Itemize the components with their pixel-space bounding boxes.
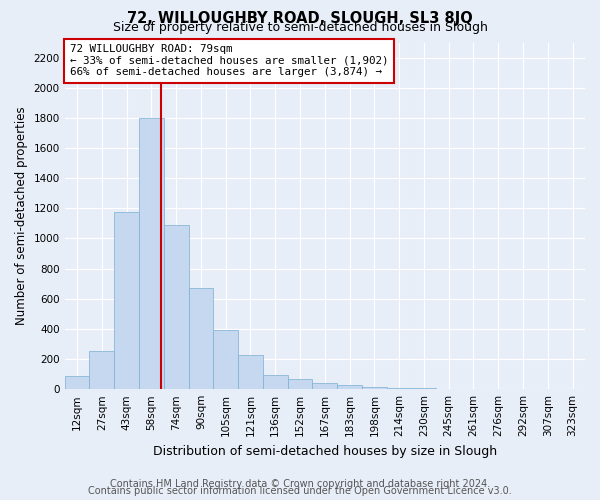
Bar — [65, 376, 89, 389]
Text: Contains public sector information licensed under the Open Government Licence v3: Contains public sector information licen… — [88, 486, 512, 496]
Bar — [164, 225, 188, 389]
Bar — [313, 383, 337, 389]
Bar — [238, 354, 263, 389]
Bar — [89, 352, 114, 389]
Bar — [263, 375, 287, 389]
Text: Size of property relative to semi-detached houses in Slough: Size of property relative to semi-detach… — [113, 21, 487, 34]
Text: Contains HM Land Registry data © Crown copyright and database right 2024.: Contains HM Land Registry data © Crown c… — [110, 479, 490, 489]
Bar — [362, 387, 387, 389]
Bar — [114, 212, 139, 389]
X-axis label: Distribution of semi-detached houses by size in Slough: Distribution of semi-detached houses by … — [153, 444, 497, 458]
Bar — [287, 378, 313, 389]
Text: 72, WILLOUGHBY ROAD, SLOUGH, SL3 8JQ: 72, WILLOUGHBY ROAD, SLOUGH, SL3 8JQ — [127, 11, 473, 26]
Bar — [412, 388, 436, 389]
Bar — [387, 388, 412, 389]
Bar — [214, 330, 238, 389]
Bar — [188, 288, 214, 389]
Y-axis label: Number of semi-detached properties: Number of semi-detached properties — [15, 106, 28, 325]
Text: 72 WILLOUGHBY ROAD: 79sqm
← 33% of semi-detached houses are smaller (1,902)
66% : 72 WILLOUGHBY ROAD: 79sqm ← 33% of semi-… — [70, 44, 388, 78]
Bar — [337, 384, 362, 389]
Bar — [139, 118, 164, 389]
